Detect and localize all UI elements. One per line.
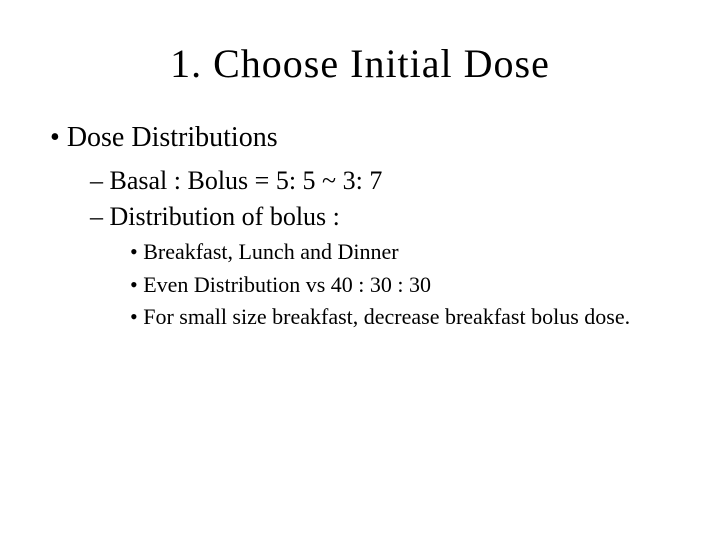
bullet-l3-meals: Breakfast, Lunch and Dinner (130, 238, 670, 267)
slide-title: 1. Choose Initial Dose (50, 40, 670, 87)
bullet-l2-distribution-bolus: Distribution of bolus : (90, 202, 670, 232)
bullet-l3-small-breakfast: For small size breakfast, decrease break… (130, 303, 670, 332)
bullet-l3-even-distribution: Even Distribution vs 40 : 30 : 30 (130, 271, 670, 300)
bullet-l2-basal-bolus: Basal : Bolus = 5: 5 ~ 3: 7 (90, 166, 670, 196)
bullet-l1-dose-distributions: Dose Distributions (50, 122, 670, 154)
bullet-list: Dose Distributions Basal : Bolus = 5: 5 … (50, 122, 670, 332)
